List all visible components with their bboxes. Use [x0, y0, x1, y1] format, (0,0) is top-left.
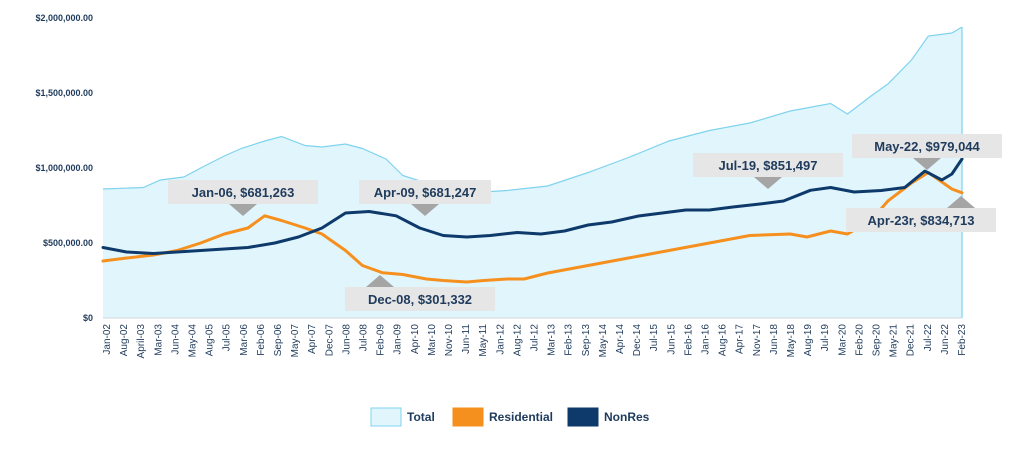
x-tick-label: Apr-17 — [735, 324, 746, 354]
x-tick-label: Nov-17 — [752, 324, 763, 357]
x-tick-label: Feb-13 — [564, 324, 575, 356]
callout-label: Jul-19, $851,497 — [718, 158, 817, 173]
x-tick-label: Apr-10 — [410, 324, 421, 354]
x-tick-label: Jul-19 — [820, 324, 831, 352]
x-tick-label: Jul-15 — [649, 324, 660, 352]
legend-label-residential: Residential — [489, 410, 553, 424]
x-tick-label: Jun-18 — [769, 324, 780, 355]
series-residential-line — [101, 171, 964, 284]
x-tick-label: Dec-14 — [632, 324, 643, 357]
x-tick-label: Sep-20 — [872, 324, 883, 357]
callout-label: May-22, $979,044 — [874, 139, 980, 154]
y-tick-label: $500,000.00 — [43, 238, 93, 248]
y-tick-label: $1,000,000.00 — [35, 163, 93, 173]
x-tick-label: Apr-07 — [307, 324, 318, 354]
x-tick-label: Mar-06 — [239, 324, 250, 356]
callout-box — [846, 208, 996, 232]
y-tick-label: $2,000,000.00 — [35, 13, 93, 23]
callout-pointer — [947, 196, 975, 208]
x-tick-label: May-21 — [889, 324, 900, 358]
x-tick-label: Jan-12 — [495, 324, 506, 355]
x-tick-label: Jan-16 — [701, 324, 712, 355]
callout-pointer — [411, 204, 439, 216]
legend-swatch-total — [370, 407, 402, 427]
series-nonres-line — [101, 157, 964, 255]
x-tick-label: Nov-10 — [444, 324, 455, 357]
x-tick-label: May-11 — [478, 324, 489, 357]
x-tick-label: May-18 — [786, 324, 797, 358]
x-tick-label: Sep-13 — [581, 324, 592, 357]
callout-box — [852, 134, 1002, 158]
x-tick-label: Jul-08 — [359, 324, 370, 352]
x-tick-label: Aug-16 — [718, 324, 729, 357]
x-tick-label: May-07 — [290, 324, 301, 358]
x-tick-label: Mar-10 — [427, 324, 438, 356]
x-tick-label: Aug-02 — [119, 324, 130, 357]
callout-pointer — [913, 158, 941, 170]
x-tick-label: Jun-15 — [666, 324, 677, 355]
x-tick-label: Mar-13 — [547, 324, 558, 356]
callout-pointer — [229, 204, 257, 216]
legend-label-total: Total — [407, 410, 435, 424]
legend-swatch-nonres — [567, 407, 599, 427]
series-total-area — [103, 27, 962, 318]
x-tick-label: Feb-23 — [957, 324, 968, 356]
x-tick-label: Feb-20 — [854, 324, 865, 356]
x-tick-label: Jul-05 — [222, 324, 233, 352]
callout-box — [168, 180, 318, 204]
x-tick-label: Dec-07 — [324, 324, 335, 357]
x-tick-label: Dec-21 — [906, 324, 917, 357]
callout-box — [359, 180, 491, 204]
legend-swatch-residential — [452, 407, 484, 427]
x-tick-label: May-04 — [188, 324, 199, 358]
x-tick-label: Jan-09 — [393, 324, 404, 355]
callout-label: Dec-08, $301,332 — [368, 292, 472, 307]
x-tick-label: Jun-11 — [461, 324, 472, 354]
x-tick-label: Jul-22 — [923, 324, 934, 352]
x-tick-label: Mar-03 — [153, 324, 164, 356]
x-tick-label: Feb-09 — [376, 324, 387, 356]
x-tick-label: Apr-14 — [615, 324, 626, 354]
x-tick-label: April-03 — [136, 324, 147, 359]
callout-pointer — [754, 177, 782, 189]
callout-label: Apr-09, $681,247 — [374, 185, 477, 200]
x-tick-label: Feb-06 — [256, 324, 267, 356]
callout-box — [345, 287, 495, 311]
callout-pointer — [366, 275, 394, 287]
x-tick-label: Jan-02 — [102, 324, 113, 355]
y-tick-label: $0 — [83, 313, 93, 323]
x-tick-label: Aug-19 — [803, 324, 814, 357]
x-tick-label: Jul-12 — [530, 324, 541, 352]
x-tick-label: Aug-12 — [512, 324, 523, 357]
x-tick-label: Aug-05 — [205, 324, 216, 357]
x-tick-label: Feb-16 — [683, 324, 694, 356]
x-tick-label: Jun-22 — [940, 324, 951, 355]
x-tick-label: Jun-08 — [341, 324, 352, 355]
callout-label: Apr-23r, $834,713 — [868, 213, 975, 228]
x-tick-label: Sep-06 — [273, 324, 284, 357]
x-tick-label: Jun-04 — [170, 324, 181, 355]
x-tick-label: May-14 — [598, 324, 609, 358]
callout-label: Jan-06, $681,263 — [192, 185, 295, 200]
y-tick-label: $1,500,000.00 — [35, 88, 93, 98]
x-tick-label: Mar-20 — [837, 324, 848, 356]
legend-label-nonres: NonRes — [604, 410, 650, 424]
callout-box — [693, 153, 843, 177]
